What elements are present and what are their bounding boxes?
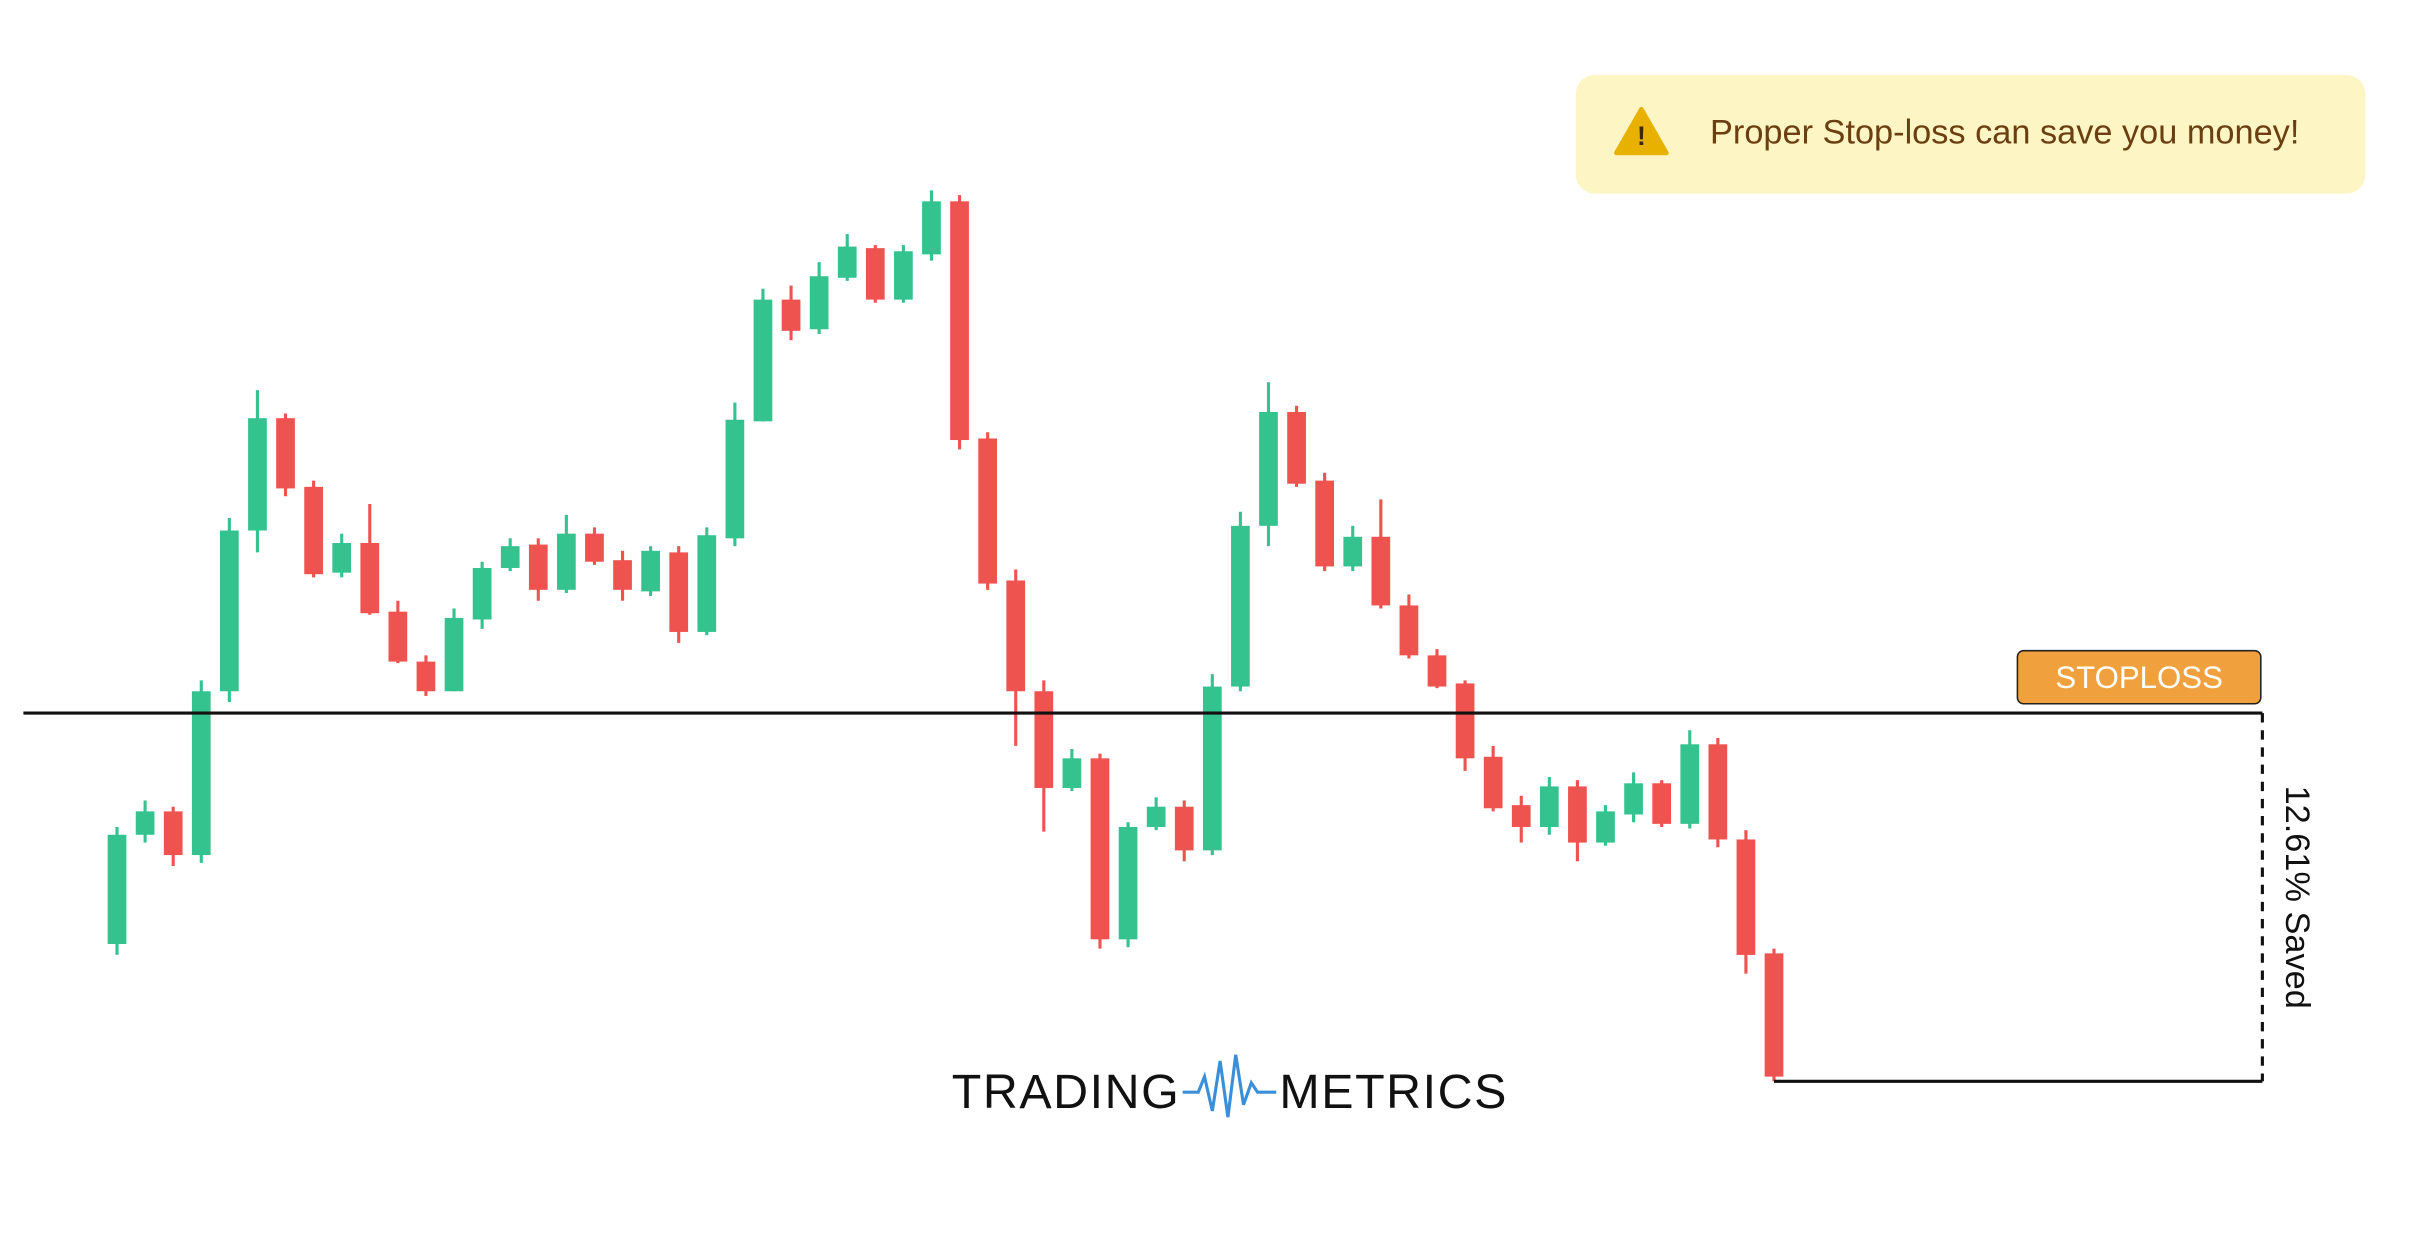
- candle-body: [163, 811, 183, 856]
- candle-body: [1259, 411, 1278, 526]
- candle-body: [1287, 411, 1306, 484]
- candle-body: [1146, 806, 1166, 827]
- candle-body: [472, 567, 492, 620]
- logo: TRADING METRICS: [952, 1054, 1508, 1119]
- candle-body: [191, 691, 211, 856]
- candle-body: [1231, 525, 1250, 687]
- candle-body: [922, 201, 941, 255]
- candle-body: [950, 201, 969, 441]
- candle-body: [1483, 756, 1503, 809]
- warning-mark: !: [1637, 121, 1646, 151]
- logo-left: TRADING: [952, 1065, 1181, 1119]
- candle-body: [416, 661, 436, 692]
- candle-body: [1062, 758, 1082, 788]
- candle-body: [809, 276, 829, 330]
- candle-body: [1455, 683, 1475, 759]
- stoploss-badge: [2016, 649, 2262, 705]
- candle-body: [669, 552, 689, 632]
- saved-label: 12.61% Saved: [2278, 786, 2316, 1009]
- candle-body: [304, 486, 323, 575]
- candle-body: [1652, 783, 1672, 824]
- candle-body: [1090, 758, 1110, 940]
- candle-body: [837, 246, 857, 278]
- alert-text: Proper Stop-loss can save you money!: [1710, 114, 2299, 152]
- candle-body: [613, 560, 632, 590]
- candle-body: [1680, 744, 1700, 824]
- candle-body: [1174, 806, 1194, 851]
- candle-body: [1202, 686, 1222, 851]
- candle-body: [725, 419, 745, 539]
- candle-body: [107, 834, 127, 945]
- candle-body: [697, 535, 717, 632]
- candle-body: [1371, 536, 1391, 606]
- warning-icon: [1614, 106, 1669, 156]
- candle-body: [1343, 536, 1363, 567]
- candle-body: [500, 546, 520, 568]
- alert-box: [1575, 74, 2366, 194]
- candle-body: [1399, 605, 1419, 656]
- candle-body: [1118, 826, 1138, 940]
- logo-wave: [1182, 1054, 1277, 1118]
- candle-body: [1736, 839, 1756, 955]
- candle-body: [248, 418, 267, 531]
- candle-body: [360, 543, 380, 614]
- candle-body: [219, 530, 239, 692]
- candle-body: [1596, 811, 1615, 843]
- candle-body: [781, 299, 801, 331]
- candle-body: [894, 251, 913, 300]
- candle-body: [444, 617, 464, 692]
- candle-body: [865, 248, 885, 300]
- candle-body: [135, 811, 155, 835]
- logo-right: METRICS: [1279, 1065, 1508, 1119]
- candle-body: [1006, 580, 1026, 692]
- candle-body: [1315, 480, 1335, 567]
- candle-body: [1624, 783, 1643, 815]
- candle-body: [1427, 655, 1447, 687]
- candle-body: [641, 550, 660, 592]
- candle-body: [753, 299, 773, 422]
- candle-body: [1708, 744, 1728, 840]
- candle-body: [332, 543, 352, 573]
- candle-body: [585, 533, 604, 562]
- candle-body: [557, 533, 576, 590]
- candle-body: [276, 418, 295, 489]
- candle-body: [1034, 691, 1054, 788]
- candle-body: [1539, 786, 1559, 827]
- candle-body: [1511, 805, 1531, 827]
- candle-body: [978, 438, 998, 584]
- stoploss-label: STOPLOSS: [2055, 660, 2223, 695]
- candle-body: [1764, 953, 1784, 1077]
- candle-body: [1568, 786, 1587, 843]
- candle-body: [388, 611, 408, 662]
- candle-body: [528, 544, 548, 590]
